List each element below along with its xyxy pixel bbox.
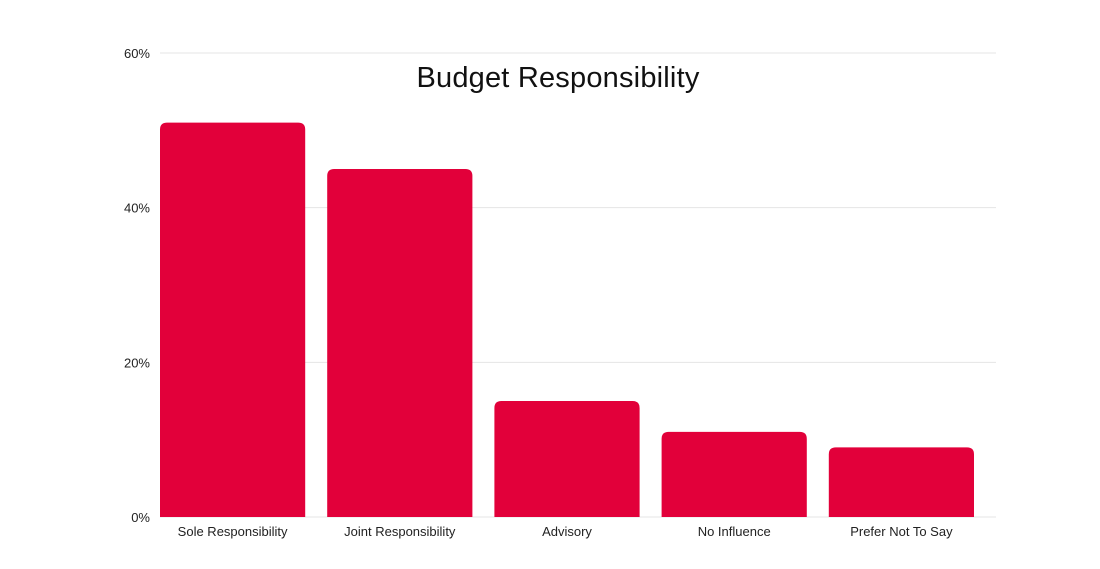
y-tick-label: 0% [131, 510, 150, 525]
bar [327, 169, 473, 517]
bar [160, 122, 306, 517]
y-tick-label: 60% [124, 46, 150, 61]
y-tick-label: 20% [124, 355, 150, 370]
chart-title: Budget Responsibility [416, 62, 700, 94]
bar [828, 447, 974, 517]
bar [661, 431, 807, 517]
x-tick-label: Joint Responsibility [344, 524, 456, 539]
x-tick-label: No Influence [698, 524, 771, 539]
x-axis-ticks: Sole Responsibility Joint Responsibility A… [178, 524, 953, 539]
y-axis-ticks: 0% 20% 40% 60% [124, 46, 150, 525]
bar [494, 401, 640, 517]
y-tick-label: 40% [124, 201, 150, 216]
x-tick-label: Advisory [542, 524, 592, 539]
x-tick-label: Sole Responsibility [178, 524, 288, 539]
bars [160, 122, 974, 517]
x-tick-label: Prefer Not To Say [850, 524, 953, 539]
